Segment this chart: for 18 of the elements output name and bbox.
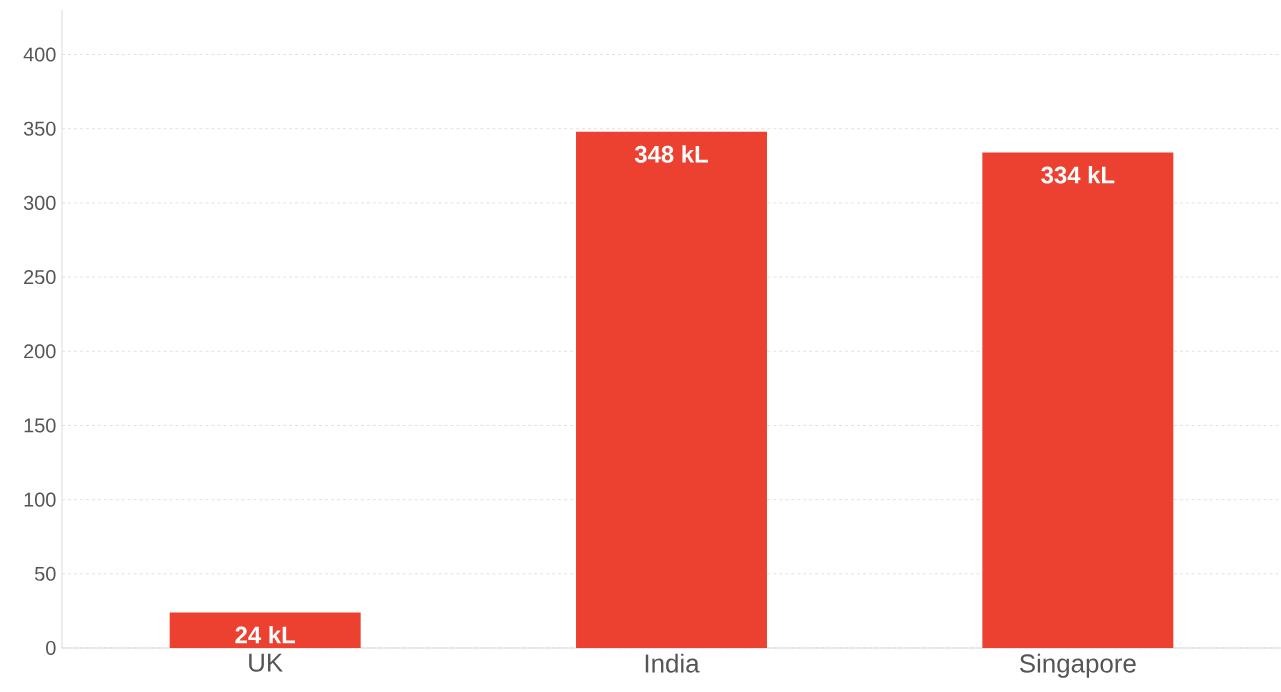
bar [169,612,361,648]
data-label: 334 kL [1041,165,1115,184]
x-tick-label: India [645,653,700,673]
bar [982,152,1174,648]
y-tick-label: 200 [24,344,56,359]
y-tick-label: 150 [24,418,56,433]
y-tick-label: 400 [23,47,56,62]
y-tick-label: 350 [23,121,56,136]
data-label: 348 kL [634,145,708,163]
data-label: 24 kL [235,625,295,644]
x-tick-label: UK [249,653,283,672]
bar [576,131,767,648]
y-tick-label: 250 [24,270,56,285]
y-tick-label: 50 [34,566,56,581]
y-tick-label: 100 [24,492,56,507]
y-tick-label: 300 [23,195,56,210]
x-tick-label: Singapore [1019,653,1136,678]
y-tick-label: 0 [46,640,56,656]
